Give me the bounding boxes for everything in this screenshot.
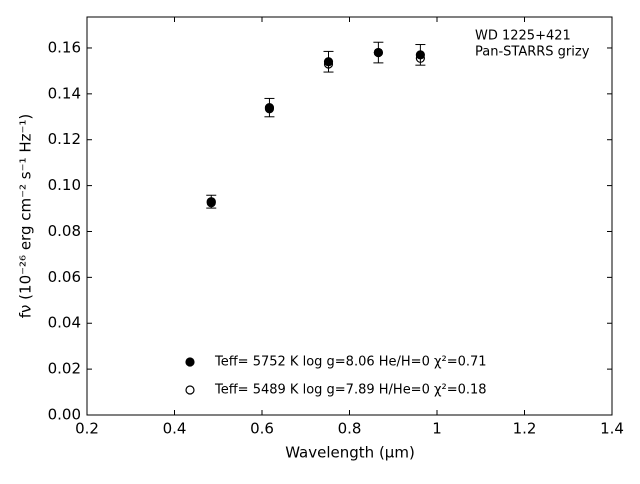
x-tick-label: 0.2 — [75, 420, 99, 438]
legend-label: Teff= 5752 K log g=8.06 He/H=0 χ²=0.71 — [214, 355, 487, 370]
x-tick-label: 1 — [432, 420, 442, 438]
legend-label: Teff= 5489 K log g=7.89 H/He=0 χ²=0.18 — [214, 383, 487, 398]
annotation: Pan-STARRS grizy — [475, 45, 590, 60]
x-tick-label: 1.2 — [513, 420, 537, 438]
x-tick-label: 1.4 — [600, 420, 624, 438]
point — [264, 104, 275, 114]
y-axis-label: fν (10⁻²⁶ erg cm⁻² s⁻¹ Hz⁻¹) — [17, 114, 35, 319]
x-tick-label: 0.8 — [338, 420, 362, 438]
point — [323, 57, 334, 67]
point — [415, 53, 425, 63]
annotation: WD 1225+421 — [475, 29, 571, 44]
y-tick-label: 0.12 — [48, 130, 81, 148]
x-axis-label: Wavelength (μm) — [285, 444, 415, 462]
y-tick-label: 0.02 — [48, 360, 81, 378]
point — [323, 59, 334, 69]
y-tick-label: 0.04 — [48, 314, 81, 332]
y-tick-label: 0.06 — [48, 268, 81, 286]
y-tick-label: 0.10 — [48, 176, 81, 194]
legend-marker — [185, 385, 195, 395]
point — [206, 198, 216, 208]
x-tick-label: 0.4 — [163, 420, 187, 438]
point — [373, 47, 383, 58]
x-tick-label: 0.6 — [250, 420, 274, 438]
y-tick-label: 0.00 — [48, 406, 81, 424]
y-tick-label: 0.14 — [48, 84, 81, 102]
legend-marker — [185, 357, 195, 367]
y-tick-label: 0.16 — [48, 38, 81, 56]
y-tick-label: 0.08 — [48, 222, 81, 240]
